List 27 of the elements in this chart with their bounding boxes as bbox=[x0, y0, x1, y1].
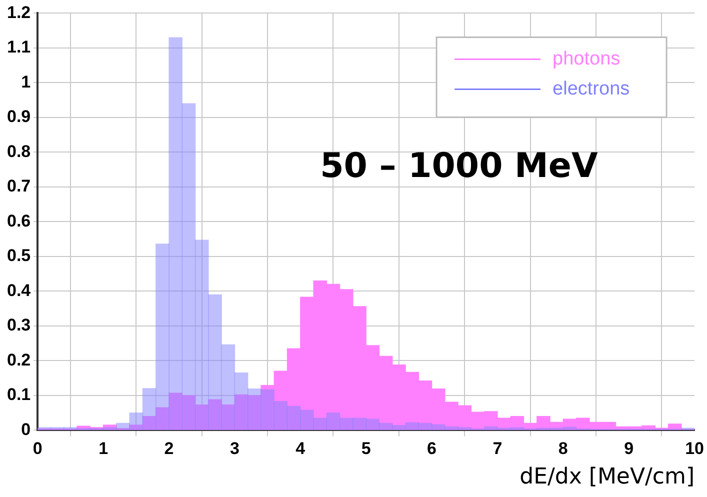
y-tick-label: 0.4 bbox=[6, 280, 32, 300]
y-tick-label: 0.3 bbox=[6, 316, 31, 335]
x-tick-label: 10 bbox=[685, 439, 704, 458]
x-tick-label: 7 bbox=[492, 439, 502, 458]
y-tick-label: 0.9 bbox=[6, 107, 31, 126]
legend-label: electrons bbox=[552, 78, 630, 100]
x-tick-label: 1 bbox=[98, 439, 108, 458]
x-tick-label: 4 bbox=[296, 439, 306, 458]
x-tick-label: 8 bbox=[558, 439, 568, 458]
y-tick-label: 0.7 bbox=[6, 176, 31, 196]
y-tick-label: 0 bbox=[21, 420, 31, 439]
y-tick-label: 1 bbox=[21, 72, 31, 92]
y-tick-label: 0.8 bbox=[6, 142, 31, 161]
y-tick-label: 0.1 bbox=[6, 385, 31, 404]
x-tick-label: 3 bbox=[230, 439, 240, 458]
x-tick-label: 2 bbox=[164, 439, 174, 458]
x-tick-label: 5 bbox=[361, 439, 371, 458]
y-tick-label: 0.5 bbox=[6, 246, 31, 266]
legend-label: photons bbox=[552, 48, 620, 70]
x-axis-title: dE/dx [MeV/cm] bbox=[520, 464, 695, 490]
annotation: 50 – 1000 MeV bbox=[320, 146, 598, 186]
y-tick-label: 0.6 bbox=[6, 211, 31, 230]
y-tick-label: 1.2 bbox=[6, 2, 31, 22]
y-tick-label: 1.1 bbox=[6, 38, 31, 57]
y-tick-label: 0.2 bbox=[6, 350, 31, 370]
x-tick-label: 9 bbox=[624, 439, 634, 458]
x-tick-label: 6 bbox=[427, 439, 437, 458]
